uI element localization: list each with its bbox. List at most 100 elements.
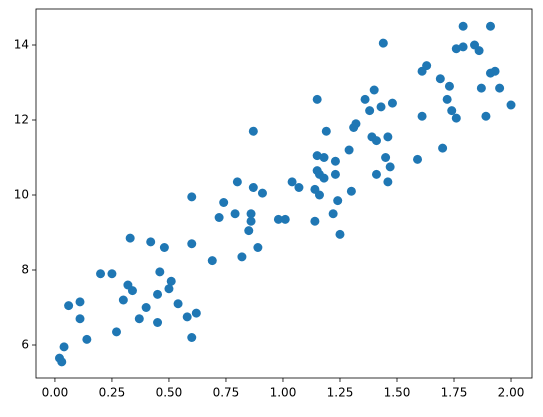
- scatter-point: [333, 196, 343, 206]
- scatter-point: [75, 314, 85, 324]
- scatter-point: [506, 100, 516, 110]
- x-tick-label: 1.00: [270, 386, 297, 400]
- scatter-point: [451, 44, 461, 54]
- scatter-point: [153, 318, 163, 327]
- scatter-point: [187, 192, 197, 202]
- scatter-point: [214, 213, 224, 222]
- scatter-point: [312, 94, 322, 104]
- scatter-point: [82, 334, 92, 344]
- scatter-point: [146, 237, 156, 247]
- scatter-point: [383, 132, 393, 142]
- scatter-point: [232, 177, 242, 187]
- scatter-point: [182, 312, 192, 322]
- scatter-point: [381, 153, 391, 162]
- scatter-point: [187, 239, 197, 249]
- y-tick-label: 10: [14, 188, 29, 202]
- scatter-point: [59, 342, 69, 352]
- scatter-point: [495, 83, 505, 93]
- scatter-point: [246, 216, 256, 226]
- scatter-point: [164, 284, 174, 294]
- scatter-point: [155, 267, 165, 277]
- scatter-point: [273, 214, 283, 224]
- scatter-point: [257, 188, 267, 198]
- scatter-point: [328, 209, 338, 219]
- scatter-point: [458, 21, 468, 31]
- scatter-point: [442, 94, 452, 104]
- axes-frame: [35, 8, 533, 379]
- y-tick-label: 8: [21, 263, 29, 277]
- scatter-point: [451, 113, 461, 123]
- scatter-point: [344, 145, 354, 155]
- scatter-point: [351, 119, 361, 129]
- scatter-point: [237, 252, 247, 262]
- x-tick-label: 0.25: [99, 386, 126, 400]
- scatter-point: [191, 308, 201, 318]
- scatter-point: [57, 357, 67, 367]
- scatter-point: [422, 61, 432, 71]
- scatter-point: [314, 190, 324, 200]
- scatter-point: [360, 94, 370, 104]
- scatter-point: [280, 214, 290, 224]
- scatter-point: [321, 126, 331, 136]
- scatter-point: [75, 297, 85, 307]
- scatter-point: [253, 243, 263, 252]
- y-tick-label: 12: [14, 113, 29, 127]
- scatter-point: [310, 216, 320, 226]
- scatter-point: [485, 21, 495, 31]
- scatter-point: [435, 74, 445, 84]
- scatter-point: [319, 153, 329, 162]
- x-tick-label: 0.00: [42, 386, 69, 400]
- scatter-point: [207, 256, 217, 266]
- scatter-point: [134, 314, 144, 324]
- scatter-point: [294, 183, 304, 192]
- scatter-point: [312, 151, 322, 161]
- scatter-point: [458, 42, 468, 52]
- scatter-point: [481, 111, 491, 121]
- scatter-point: [369, 85, 379, 95]
- scatter-point: [371, 169, 381, 179]
- scatter-point: [438, 143, 448, 153]
- scatter-point: [173, 299, 183, 309]
- scatter-point: [490, 66, 500, 76]
- x-tick-label: 0.75: [213, 386, 240, 400]
- scatter-point: [159, 243, 169, 252]
- scatter-point: [287, 177, 297, 187]
- scatter-point: [112, 327, 122, 337]
- scatter-point: [107, 269, 117, 279]
- scatter-point: [476, 83, 486, 93]
- y-tick-label: 6: [21, 338, 29, 352]
- scatter-point: [387, 98, 397, 108]
- scatter-point: [383, 177, 393, 187]
- x-tick-label: 1.25: [327, 386, 354, 400]
- scatter-point: [417, 111, 427, 121]
- scatter-point: [474, 46, 484, 56]
- scatter-point: [346, 186, 356, 196]
- x-tick-label: 0.50: [156, 386, 183, 400]
- scatter-point: [153, 289, 163, 299]
- scatter-point: [64, 301, 74, 311]
- scatter-point: [125, 233, 135, 243]
- y-tick-label: 14: [14, 38, 29, 52]
- scatter-point: [365, 106, 375, 116]
- scatter-point: [335, 229, 345, 239]
- scatter-point: [244, 226, 254, 236]
- x-tick-label: 1.50: [384, 386, 411, 400]
- scatter-point: [330, 169, 340, 179]
- scatter-point: [330, 156, 340, 166]
- scatter-point: [371, 136, 381, 146]
- x-tick-label: 2.00: [498, 386, 525, 400]
- scatter-point: [141, 303, 151, 312]
- scatter-point: [230, 209, 240, 219]
- scatter-point: [447, 106, 457, 116]
- scatter-point: [444, 81, 454, 91]
- scatter-point: [127, 286, 137, 296]
- scatter-point: [246, 209, 256, 219]
- scatter-point: [96, 269, 106, 279]
- scatter-point: [248, 183, 258, 192]
- scatter-point: [376, 102, 386, 112]
- scatter-point: [378, 38, 388, 48]
- x-tick-label: 1.75: [441, 386, 468, 400]
- scatter-point: [248, 126, 258, 136]
- scatter-point: [118, 295, 128, 305]
